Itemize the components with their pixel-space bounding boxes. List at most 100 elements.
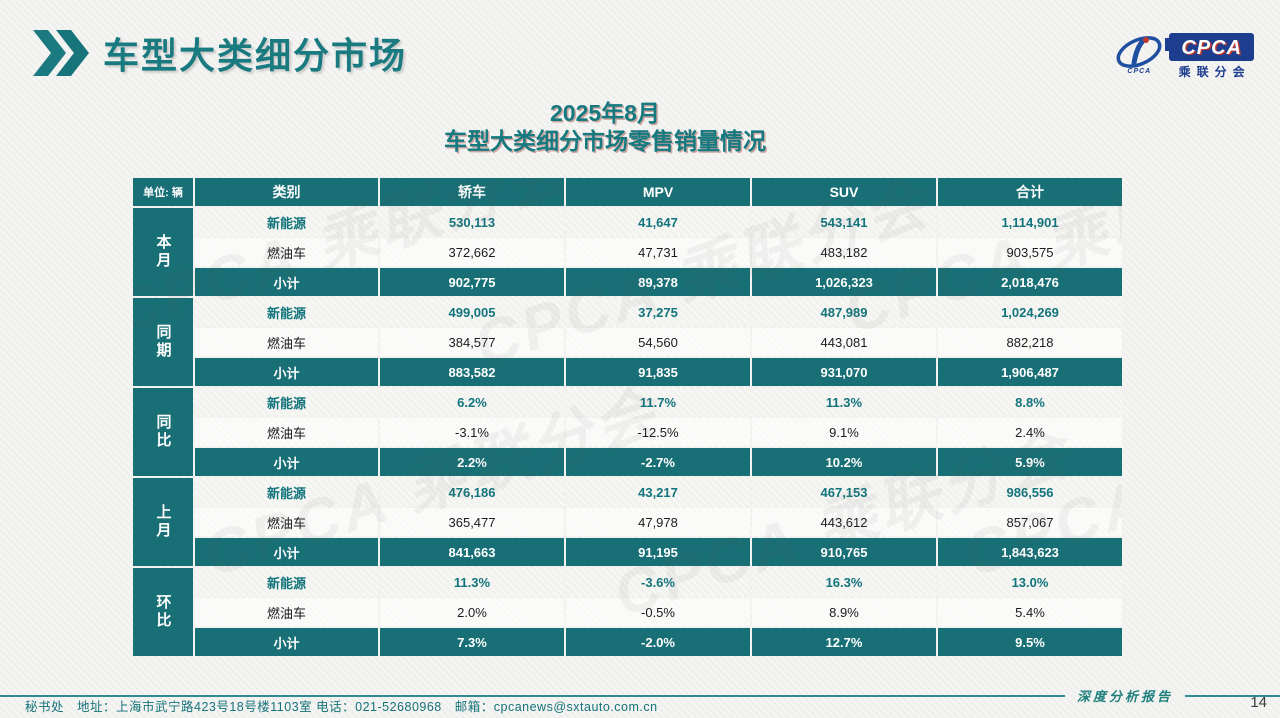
value-cell: -3.1% [380, 418, 564, 446]
value-cell: 91,835 [566, 358, 750, 386]
value-cell: 13.0% [938, 568, 1122, 596]
value-cell: 857,067 [938, 508, 1122, 536]
value-cell: 5.9% [938, 448, 1122, 476]
table-title-line2: 车型大类细分市场零售销量情况 [444, 128, 766, 154]
row-label-fuel: 燃油车 [195, 238, 378, 266]
row-group-label: 上月 [133, 478, 193, 566]
value-cell: 6.2% [380, 388, 564, 416]
page-title: 车型大类细分市场 [103, 35, 408, 76]
value-cell: 902,775 [380, 268, 564, 296]
value-cell: 47,978 [566, 508, 750, 536]
row-label-nev: 新能源 [195, 298, 378, 326]
value-cell: 10.2% [752, 448, 936, 476]
value-cell: 2.4% [938, 418, 1122, 446]
column-header-mpv: MPV [566, 178, 750, 206]
value-cell: 365,477 [380, 508, 564, 536]
value-cell: 12.7% [752, 628, 936, 656]
value-cell: -2.0% [566, 628, 750, 656]
column-header-sedan: 轿车 [380, 178, 564, 206]
footer-rule: 深度分析报告 [0, 686, 1280, 705]
value-cell: 372,662 [380, 238, 564, 266]
value-cell: 1,026,323 [752, 268, 936, 296]
value-cell: 11.3% [752, 388, 936, 416]
value-cell: 487,989 [752, 298, 936, 326]
cpca-wordmark: CPCA 乘联分会 [1169, 33, 1254, 80]
footer-rule-left [0, 694, 1065, 697]
column-header-total: 合计 [938, 178, 1122, 206]
row-label-nev: 新能源 [195, 568, 378, 596]
footer-contact-info: 秘书处 地址：上海市武宁路423号18号楼1103室 电话：021-526809… [25, 700, 658, 714]
emblem-caption: CPCA [1127, 68, 1152, 75]
value-cell: 910,765 [752, 538, 936, 566]
row-label-fuel: 燃油车 [195, 328, 378, 356]
value-cell: 9.5% [938, 628, 1122, 656]
value-cell: 986,556 [938, 478, 1122, 506]
value-cell: 499,005 [380, 298, 564, 326]
value-cell: 2.2% [380, 448, 564, 476]
double-chevron-icon [33, 30, 89, 76]
value-cell: 5.4% [938, 598, 1122, 626]
row-label-nev: 新能源 [195, 478, 378, 506]
value-cell: 882,218 [938, 328, 1122, 356]
value-cell: 883,582 [380, 358, 564, 386]
value-cell: 841,663 [380, 538, 564, 566]
value-cell: 931,070 [752, 358, 936, 386]
value-cell: -0.5% [566, 598, 750, 626]
row-group-label: 环比 [133, 568, 193, 656]
value-cell: 16.3% [752, 568, 936, 596]
value-cell: 1,024,269 [938, 298, 1122, 326]
value-cell: 8.9% [752, 598, 936, 626]
row-label-fuel: 燃油车 [195, 508, 378, 536]
page-number: 14 [1250, 694, 1267, 711]
value-cell: 11.7% [566, 388, 750, 416]
row-group-label: 本月 [133, 208, 193, 296]
table-title: 2025年8月 车型大类细分市场零售销量情况 [133, 99, 1077, 155]
row-group-label: 同期 [133, 298, 193, 386]
value-cell: 443,612 [752, 508, 936, 536]
value-cell: 903,575 [938, 238, 1122, 266]
value-cell: 1,114,901 [938, 208, 1122, 236]
value-cell: 8.8% [938, 388, 1122, 416]
cpca-logo: CPCA CPCA 乘联分会 [1114, 33, 1254, 80]
value-cell: 543,141 [752, 208, 936, 236]
table-title-line1: 2025年8月 [550, 100, 660, 126]
row-label-nev: 新能源 [195, 388, 378, 416]
cpca-brand-box: CPCA [1169, 33, 1254, 61]
row-label-subtotal: 小计 [195, 448, 378, 476]
value-cell: 91,195 [566, 538, 750, 566]
page-header: 车型大类细分市场 [33, 27, 407, 79]
row-label-subtotal: 小计 [195, 358, 378, 386]
row-label-fuel: 燃油车 [195, 418, 378, 446]
row-label-subtotal: 小计 [195, 628, 378, 656]
row-label-fuel: 燃油车 [195, 598, 378, 626]
value-cell: 1,906,487 [938, 358, 1122, 386]
value-cell: 37,275 [566, 298, 750, 326]
row-label-subtotal: 小计 [195, 268, 378, 296]
value-cell: 2.0% [380, 598, 564, 626]
value-cell: 384,577 [380, 328, 564, 356]
value-cell: -12.5% [566, 418, 750, 446]
cpca-brand-chinese: 乘联分会 [1178, 65, 1251, 79]
sales-table: 单位: 辆 类别 轿车 MPV SUV 合计 本月 新能源 530,113 41… [133, 178, 1122, 656]
value-cell: -3.6% [566, 568, 750, 596]
value-cell: 2,018,476 [938, 268, 1122, 296]
value-cell: 443,081 [752, 328, 936, 356]
value-cell: -2.7% [566, 448, 750, 476]
footer-rule-right [1185, 694, 1280, 697]
report-type-label: 深度分析报告 [1076, 690, 1173, 705]
value-cell: 9.1% [752, 418, 936, 446]
value-cell: 476,186 [380, 478, 564, 506]
value-cell: 41,647 [566, 208, 750, 236]
value-cell: 43,217 [566, 478, 750, 506]
value-cell: 54,560 [566, 328, 750, 356]
value-cell: 47,731 [566, 238, 750, 266]
row-label-nev: 新能源 [195, 208, 378, 236]
cpca-emblem-icon: CPCA [1114, 33, 1164, 79]
value-cell: 11.3% [380, 568, 564, 596]
value-cell: 530,113 [380, 208, 564, 236]
row-group-label: 同比 [133, 388, 193, 476]
cpca-swoosh-icon [1116, 36, 1162, 68]
unit-label: 单位: 辆 [133, 178, 193, 206]
value-cell: 7.3% [380, 628, 564, 656]
